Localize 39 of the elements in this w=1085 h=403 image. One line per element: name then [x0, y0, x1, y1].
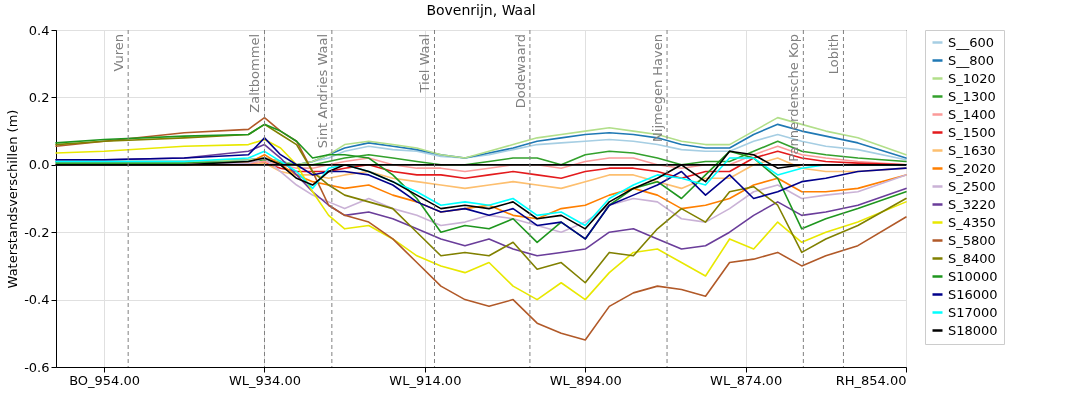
- ref-line-label: Tiel Waal: [417, 34, 433, 94]
- x-tick-label: WL_934.00: [228, 372, 302, 388]
- ref-line-label: Sint Andries Waal: [314, 34, 330, 149]
- legend-label: S_2020: [948, 160, 996, 176]
- ref-line-label: Vuren: [111, 34, 127, 72]
- x-tick-label: WL_914.00: [389, 372, 462, 388]
- legend-label: S_8400: [948, 250, 996, 266]
- ref-line-label: Dodewaard: [512, 34, 528, 109]
- legend-label: S_1400: [948, 106, 996, 122]
- y-tick-label: -0.2: [24, 224, 50, 240]
- ref-line-label: Nijmegen Haven: [650, 34, 666, 142]
- legend-label: S_4350: [948, 214, 996, 230]
- x-tick-label: WL_874.00: [710, 372, 783, 388]
- legend-label: S18000: [948, 322, 998, 338]
- ref-line-label: Zaltbommel: [247, 34, 263, 113]
- x-tick-label: BO_954.00: [69, 372, 141, 388]
- legend-label: S_3220: [948, 196, 996, 212]
- chart-title: Bovenrijn, Waal: [426, 2, 536, 18]
- legend-label: S_1500: [948, 124, 996, 140]
- y-tick-label: 0.4: [28, 22, 50, 38]
- legend-label: S_2500: [948, 178, 996, 194]
- legend-label: S17000: [948, 304, 998, 320]
- x-tick-label: WL_894.00: [549, 372, 622, 388]
- legend-label: S10000: [948, 268, 998, 284]
- y-axis-title: Waterstandsverschillen (m): [5, 109, 21, 289]
- legend-label: S16000: [948, 286, 998, 302]
- ref-line-label: Lobith: [826, 34, 842, 75]
- legend-label: S_1020: [948, 70, 996, 86]
- ref-line-label: Pannerdensche Kop: [786, 34, 802, 162]
- legend-label: S_1300: [948, 88, 996, 104]
- x-tick-label: RH_854.00: [835, 372, 907, 388]
- y-tick-label: -0.4: [24, 292, 50, 308]
- y-tick-label: 0.2: [28, 89, 50, 105]
- legend-label: S__600: [948, 34, 995, 50]
- legend-label: S_5800: [948, 232, 996, 248]
- y-tick-label: 0.0: [28, 157, 50, 173]
- legend-label: S__800: [948, 52, 995, 68]
- legend-label: S_1630: [948, 142, 996, 158]
- y-tick-label: -0.6: [24, 359, 50, 375]
